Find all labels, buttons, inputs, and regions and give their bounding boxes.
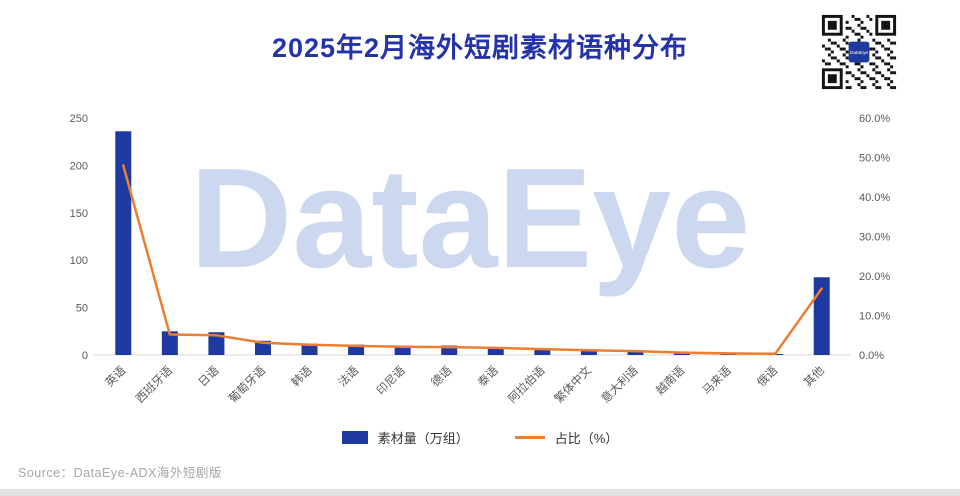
svg-text:0.0%: 0.0% xyxy=(859,350,884,362)
svg-text:阿拉伯语: 阿拉伯语 xyxy=(505,363,548,406)
page-title: 2025年2月海外短剧素材语种分布 xyxy=(271,33,689,63)
svg-text:20.0%: 20.0% xyxy=(859,271,890,283)
svg-text:10.0%: 10.0% xyxy=(859,311,890,323)
svg-text:日语: 日语 xyxy=(196,364,222,390)
svg-text:100: 100 xyxy=(70,255,88,267)
legend-line-swatch xyxy=(514,436,545,439)
svg-text:DataEye: DataEye xyxy=(850,50,869,56)
svg-text:50: 50 xyxy=(76,303,88,315)
svg-text:50.0%: 50.0% xyxy=(859,153,890,165)
legend-bar-label: 素材量（万组） xyxy=(377,431,469,446)
svg-text:俄语: 俄语 xyxy=(755,364,781,390)
svg-text:德语: 德语 xyxy=(428,363,455,390)
legend-bar-swatch xyxy=(341,431,368,444)
svg-text:英语: 英语 xyxy=(102,363,129,390)
svg-text:其他: 其他 xyxy=(801,364,827,390)
svg-text:法语: 法语 xyxy=(335,363,362,390)
legend-line-label: 占比（%） xyxy=(554,431,619,446)
svg-text:繁体中文: 繁体中文 xyxy=(552,363,595,406)
qr-code: DataEye xyxy=(816,9,902,95)
svg-text:西班牙语: 西班牙语 xyxy=(133,364,175,406)
svg-text:60.0%: 60.0% xyxy=(859,113,890,125)
bottom-edge-strip xyxy=(0,489,960,496)
svg-text:意大利语: 意大利语 xyxy=(598,363,641,406)
svg-text:30.0%: 30.0% xyxy=(859,232,890,244)
svg-text:40.0%: 40.0% xyxy=(859,192,890,204)
svg-text:韩语: 韩语 xyxy=(288,363,315,390)
svg-text:0: 0 xyxy=(82,350,88,362)
svg-text:越南语: 越南语 xyxy=(653,363,688,398)
svg-text:葡萄牙语: 葡萄牙语 xyxy=(226,364,268,406)
svg-text:250: 250 xyxy=(70,113,88,125)
svg-text:印尼语: 印尼语 xyxy=(374,364,408,398)
svg-text:马来语: 马来语 xyxy=(700,364,734,398)
svg-text:泰语: 泰语 xyxy=(475,363,502,390)
svg-text:150: 150 xyxy=(70,208,88,220)
chart: 0 50 100 150 200 250 0.0% 10.0% 20.0% 30.0% 40.0% 5… xyxy=(70,113,891,406)
svg-text:200: 200 xyxy=(70,160,88,172)
legend: 素材量（万组） 占比（%） xyxy=(0,428,960,447)
source-text: Source：DataEye-ADX海外短剧版 xyxy=(18,466,222,480)
